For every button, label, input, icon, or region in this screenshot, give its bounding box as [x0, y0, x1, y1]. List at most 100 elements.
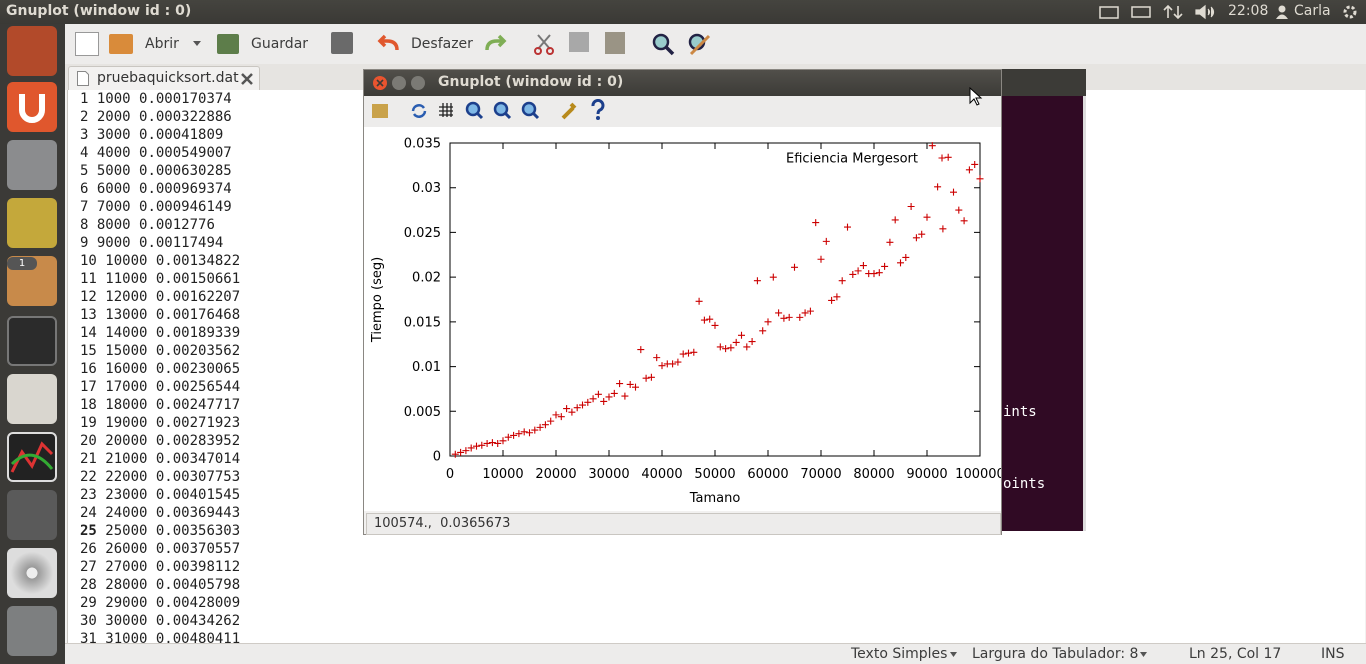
line-number: 7 [80, 199, 89, 215]
data-point [971, 160, 979, 168]
launcher-icon[interactable] [7, 374, 57, 424]
mail-icon[interactable] [1099, 6, 1119, 19]
data-point [669, 360, 677, 368]
line-text: 15000 0.00203562 [105, 343, 241, 359]
help-button[interactable] [590, 99, 606, 121]
tab-width-selector[interactable]: Largura do Tabulador: 8 [972, 646, 1139, 662]
data-point [976, 175, 984, 183]
grid-button[interactable] [438, 102, 456, 120]
tab-close[interactable] [241, 73, 253, 85]
data-point [844, 223, 851, 231]
gnuplot-toolbar [364, 96, 1001, 127]
dropdown-arrow [1140, 652, 1147, 657]
x-tick-label: 80000 [853, 467, 894, 482]
launcher-icon[interactable] [7, 26, 57, 76]
replot-button[interactable] [410, 102, 428, 120]
data-point [473, 442, 480, 450]
battery-icon[interactable] [1131, 6, 1151, 18]
data-point [536, 423, 544, 431]
clock[interactable]: 22:08 [1228, 3, 1269, 19]
launcher-icon[interactable] [7, 432, 57, 482]
data-point [557, 413, 565, 421]
launcher-icon[interactable] [7, 316, 57, 366]
line-text: 4000 0.000549007 [96, 145, 232, 161]
line-number: 6 [80, 181, 89, 197]
line-text: 22000 0.00307753 [105, 469, 241, 485]
ubuntu-one-icon [19, 94, 45, 123]
save-icon [217, 34, 239, 54]
launcher-icon[interactable] [7, 490, 57, 540]
print-button[interactable] [331, 32, 353, 54]
data-point [960, 217, 968, 225]
x-tick-label: 10000 [482, 467, 523, 482]
data-point [907, 202, 915, 210]
data-point [950, 188, 957, 196]
copy-button[interactable] [569, 32, 589, 52]
data-point [616, 380, 624, 388]
text-line: 10 10000 0.00134822 [80, 253, 240, 269]
data-point [658, 362, 666, 370]
x-tick-label: 0 [446, 467, 454, 482]
data-point [632, 383, 639, 391]
config-button[interactable] [560, 101, 578, 121]
network-icon[interactable] [1163, 4, 1183, 20]
data-point [928, 142, 936, 150]
data-point [806, 307, 814, 315]
data-point [955, 206, 963, 214]
line-text: 10000 0.00134822 [105, 253, 241, 269]
text-line: 4 4000 0.000549007 [80, 145, 232, 161]
open-dropdown[interactable] [192, 40, 202, 48]
data-point [488, 439, 496, 447]
maximize-button[interactable] [411, 76, 425, 90]
launcher-icon[interactable] [7, 198, 57, 248]
data-point [759, 327, 767, 335]
data-point [849, 270, 857, 278]
data-point [626, 380, 634, 388]
redo-button[interactable] [483, 34, 507, 54]
gnuplot-status: 100574., 0.0365673 [366, 513, 1001, 535]
line-text: 27000 0.00398112 [105, 559, 241, 575]
text-line: 28 28000 0.00405798 [80, 577, 240, 593]
data-point [769, 273, 777, 281]
launcher-icon[interactable] [7, 140, 57, 190]
tab[interactable]: pruebaquicksort.dat [68, 66, 260, 91]
open-button[interactable]: Abrir [109, 32, 179, 56]
line-number: 13 [80, 307, 97, 323]
terminal-titlebar [1002, 69, 1086, 96]
paste-button[interactable] [605, 32, 625, 54]
launcher-icon[interactable] [7, 82, 57, 132]
language-selector[interactable]: Texto Simples [851, 646, 948, 662]
data-point [499, 437, 507, 445]
line-number: 23 [80, 487, 97, 503]
line-number: 30 [80, 613, 97, 629]
sound-icon[interactable] [1195, 4, 1215, 20]
find-button[interactable] [651, 32, 675, 56]
session-icon[interactable] [1341, 3, 1359, 21]
x-tick-label: 20000 [535, 467, 576, 482]
user-name[interactable]: Carla [1294, 3, 1331, 19]
cut-button[interactable] [533, 33, 555, 55]
data-point [716, 343, 724, 351]
data-point [902, 253, 910, 261]
save-button[interactable]: Guardar [217, 32, 308, 56]
cursor-position: Ln 25, Col 17 [1189, 646, 1282, 662]
replace-button[interactable] [687, 32, 711, 56]
indicators[interactable] [1098, 4, 1238, 20]
launcher-icon[interactable] [7, 548, 57, 598]
undo-button[interactable]: Desfazer [377, 32, 473, 56]
launcher-icon[interactable] [7, 606, 57, 656]
terminal-text: oints [1003, 476, 1046, 492]
line-number: 10 [80, 253, 97, 269]
zoom-buttons[interactable] [465, 101, 565, 121]
gnuplot-icon [10, 441, 54, 473]
legend-marker [938, 154, 946, 162]
launcher-icon[interactable]: 1 [7, 256, 57, 306]
data-point [695, 297, 703, 305]
data-point [504, 433, 512, 441]
copy-clipboard-button[interactable] [372, 104, 388, 118]
minimize-button[interactable] [392, 76, 406, 90]
new-button[interactable] [75, 32, 99, 56]
text-line: 5 5000 0.000630285 [80, 163, 232, 179]
data-point [833, 293, 841, 301]
